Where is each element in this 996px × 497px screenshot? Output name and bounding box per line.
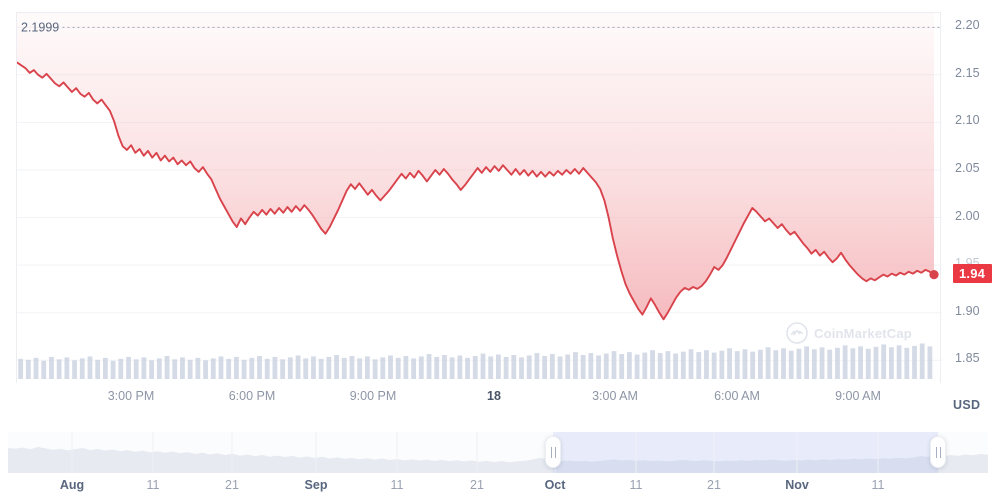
last-price-marker <box>929 270 939 280</box>
chart-plot-area[interactable]: 2.1999 <box>16 12 942 384</box>
navigator-axis-tick: 11 <box>146 478 160 492</box>
y-axis-tick: 2.00 <box>955 208 980 223</box>
y-axis-tick: 2.05 <box>955 160 980 175</box>
navigator-axis-tick: Aug <box>59 478 85 492</box>
y-axis-tick: 2.20 <box>955 18 980 33</box>
x-axis-tick: 9:00 AM <box>835 389 881 403</box>
navigator-left-handle[interactable] <box>545 436 561 468</box>
y-axis-tick: 1.90 <box>955 303 980 318</box>
navigator-axis-tick: 11 <box>629 478 643 492</box>
y-axis-tick: 1.85 <box>955 351 980 366</box>
navigator-axis-tick: 11 <box>390 478 404 492</box>
drag-handle-icon <box>551 447 552 458</box>
navigator-axis-tick: Nov <box>785 478 809 492</box>
navigator-axis-tick: 21 <box>470 478 484 492</box>
x-axis-tick: 6:00 AM <box>714 389 760 403</box>
navigator-axis: Aug 11 21 Sep 11 21 Oct 11 21 Nov 11 <box>0 478 996 497</box>
drag-handle-icon <box>940 447 941 458</box>
x-axis: 3:00 PM 6:00 PM 9:00 PM 18 3:00 AM 6:00 AM 9:0… <box>0 389 941 409</box>
price-chart-canvas[interactable]: 2.1999 <box>17 13 942 384</box>
navigator-canvas[interactable] <box>8 430 988 475</box>
navigator-right-handle[interactable] <box>930 436 946 468</box>
currency-label: USD <box>953 398 981 412</box>
navigator-axis-tick: 21 <box>225 478 239 492</box>
y-axis-tick: 2.15 <box>955 65 980 80</box>
y-axis: 2.20 2.15 2.10 2.05 2.00 1.95 1.90 1.85 <box>955 0 996 400</box>
drag-handle-icon <box>936 447 937 458</box>
navigator-axis-tick: Oct <box>544 478 566 492</box>
navigator-axis-tick: Sep <box>304 478 328 492</box>
navigator-axis-tick: 11 <box>871 478 885 492</box>
current-price-badge: 1.94 <box>953 264 993 284</box>
high-price-annotation: 2.1999 <box>21 20 59 34</box>
navigator-axis-tick: 21 <box>707 478 721 492</box>
x-axis-tick: 3:00 PM <box>107 389 155 403</box>
range-navigator[interactable] <box>8 430 988 475</box>
x-axis-tick: 18 <box>487 389 501 403</box>
price-line <box>17 61 935 321</box>
x-axis-tick: 9:00 PM <box>349 389 397 403</box>
x-axis-tick: 6:00 PM <box>228 389 276 403</box>
drag-handle-icon <box>555 447 556 458</box>
x-axis-tick: 3:00 AM <box>592 389 638 403</box>
y-axis-tick: 2.10 <box>955 113 980 128</box>
